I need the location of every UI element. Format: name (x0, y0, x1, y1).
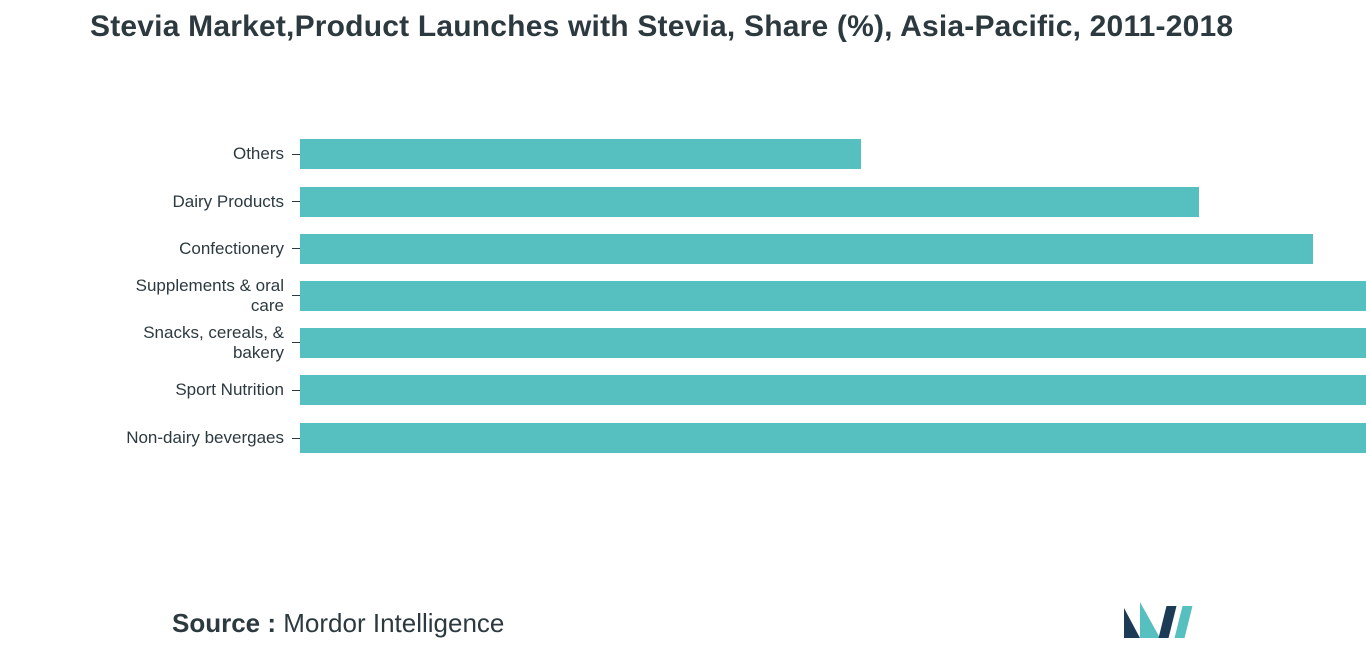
chart-row: Sport Nutrition (0, 366, 1366, 414)
source-line: Source : Mordor Intelligence (172, 608, 504, 639)
axis-tick (292, 295, 300, 296)
axis-tick (292, 248, 300, 249)
axis-tick (292, 342, 300, 343)
bar-track (300, 319, 1366, 366)
bar (300, 423, 1366, 453)
bar-track (300, 178, 1366, 225)
category-label: Snacks, cereals, &bakery (0, 323, 292, 362)
category-label: Non-dairy bevergaes (0, 428, 292, 448)
axis-tick (292, 438, 300, 439)
axis-tick (292, 154, 300, 155)
brand-logo-icon (1122, 600, 1194, 644)
category-label: Supplements & oralcare (0, 276, 292, 315)
bar (300, 139, 861, 169)
bar-track (300, 414, 1366, 462)
chart-row: Others (0, 130, 1366, 178)
source-value: Mordor Intelligence (283, 608, 504, 638)
chart-row: Confectionery (0, 225, 1366, 272)
bar (300, 187, 1199, 217)
bar (300, 234, 1313, 264)
chart-row: Dairy Products (0, 178, 1366, 225)
bar-track (300, 272, 1366, 319)
bar-track (300, 366, 1366, 414)
source-label: Source : (172, 608, 276, 638)
chart-title: Stevia Market,Product Launches with Stev… (90, 10, 1233, 44)
category-label: Dairy Products (0, 192, 292, 212)
chart-row: Non-dairy bevergaes (0, 414, 1366, 462)
bar (300, 375, 1366, 405)
bar-chart: Others Dairy Products Confectionery Supplem… (0, 130, 1366, 462)
bar-track (300, 225, 1366, 272)
axis-tick (292, 390, 300, 391)
category-label: Confectionery (0, 239, 292, 259)
category-label: Others (0, 144, 292, 164)
chart-row: Supplements & oralcare (0, 272, 1366, 319)
bar (300, 328, 1366, 358)
bar-track (300, 130, 1366, 178)
category-label: Sport Nutrition (0, 380, 292, 400)
axis-tick (292, 201, 300, 202)
chart-row: Snacks, cereals, &bakery (0, 319, 1366, 366)
bar (300, 281, 1366, 311)
